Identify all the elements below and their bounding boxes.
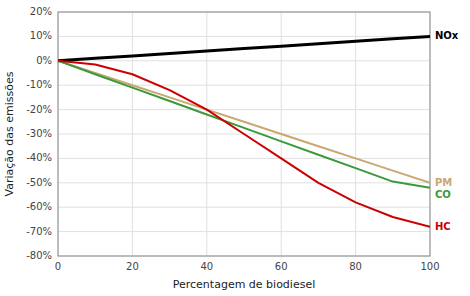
x-tick-label: 20 — [126, 261, 139, 272]
y-tick-label: 0% — [36, 55, 52, 66]
plot-background — [58, 12, 430, 256]
y-tick-label: -10% — [26, 79, 52, 90]
grid-line-y — [58, 109, 430, 110]
series-label: PM — [435, 177, 452, 188]
series-line — [58, 61, 430, 183]
plot-frame — [58, 12, 430, 256]
series-line — [58, 61, 430, 227]
series-label: CO — [435, 189, 451, 200]
chart-container: -80% -70% -60% -50% -40% -30% -20% -10% 0% 10% 20%… — [0, 0, 470, 296]
x-tick-label: 100 — [420, 261, 439, 272]
grid-line-y — [58, 158, 430, 159]
grid-line-y — [58, 36, 430, 37]
series-label: HC — [435, 221, 451, 232]
grid-line-y — [58, 207, 430, 208]
series-label: NOx — [435, 30, 459, 41]
x-tick-label: 0 — [55, 261, 61, 272]
grid-line-x — [132, 12, 133, 256]
axes: -80% -70% -60% -50% -40% -30% -20% -10% 0% 10% 20%… — [26, 6, 439, 272]
series-line — [58, 36, 430, 60]
x-tick-label: 40 — [200, 261, 213, 272]
grid-line-y — [58, 85, 430, 86]
y-axis-title: Variação das emissões — [3, 71, 16, 196]
y-tick-label: -20% — [26, 104, 52, 115]
grid-line-x — [206, 12, 207, 256]
series-labels: NOx PMCO HC — [435, 30, 459, 231]
x-tick-label: 60 — [275, 261, 288, 272]
y-tick-label: 20% — [30, 6, 52, 17]
y-tick-label: -60% — [26, 201, 52, 212]
grid-line-y — [58, 182, 430, 183]
grid-line-y — [58, 231, 430, 232]
y-tick-label: -70% — [26, 226, 52, 237]
grid-line-x — [355, 12, 356, 256]
y-tick-label: 10% — [30, 30, 52, 41]
y-tick-label: -50% — [26, 177, 52, 188]
lines — [58, 36, 430, 226]
chart: -80% -70% -60% -50% -40% -30% -20% -10% 0% 10% 20%… — [0, 0, 470, 296]
y-tick-label: -30% — [26, 128, 52, 139]
y-tick-label: -40% — [26, 152, 52, 163]
grid-line-y — [58, 60, 430, 61]
x-axis-title: Percentagem de biodiesel — [173, 278, 315, 291]
series-line — [58, 61, 430, 188]
x-tick-label: 80 — [349, 261, 362, 272]
y-tick-label: -80% — [26, 250, 52, 261]
grid — [58, 12, 430, 256]
